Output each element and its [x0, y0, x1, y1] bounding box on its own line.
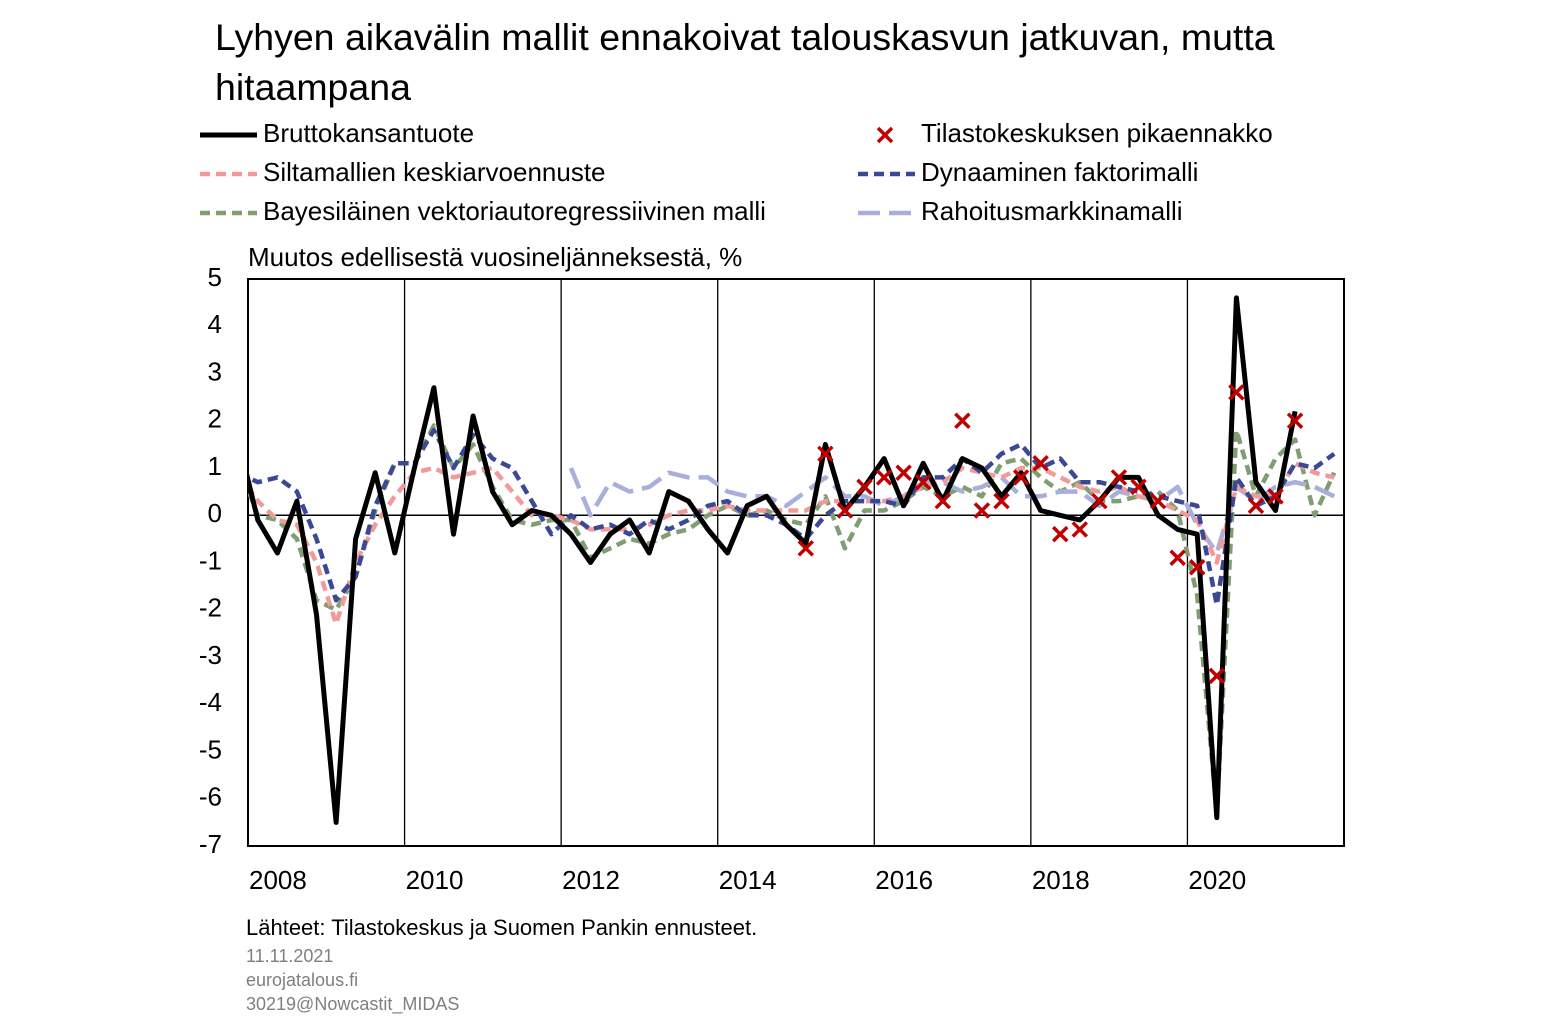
flash-marker	[1286, 412, 1304, 429]
flash-marker	[1130, 478, 1147, 496]
flash-marker	[1091, 492, 1108, 510]
y-axis-label: Muutos edellisestä vuosineljänneksestä, …	[248, 242, 742, 272]
flash-marker	[1169, 549, 1186, 567]
flash-marker	[797, 540, 815, 557]
flash-marker	[856, 478, 873, 496]
y-tick-label: -7	[199, 829, 222, 859]
y-tick-label: -3	[199, 640, 222, 670]
flash-marker	[1110, 469, 1128, 486]
y-tick-label: 1	[208, 451, 222, 481]
flash-marker	[954, 412, 971, 429]
flash-marker	[1247, 497, 1265, 515]
flash-marker	[1228, 384, 1245, 401]
flash-marker	[914, 473, 932, 491]
x-tick-label: 2008	[249, 865, 307, 895]
y-tick-label: -6	[199, 782, 222, 812]
legend-label: Dynaaminen faktorimalli	[921, 157, 1198, 187]
flash-marker	[1051, 525, 1069, 543]
plot-area	[248, 295, 1337, 825]
date-note: 11.11.2021	[246, 946, 333, 966]
x-tick-label: 2012	[562, 865, 620, 895]
series-line	[248, 295, 1298, 825]
flash-marker	[875, 469, 893, 486]
flash-marker	[1012, 469, 1030, 486]
y-tick-label: -2	[199, 593, 222, 623]
y-tick-label: 2	[208, 404, 222, 434]
legend-label: Bruttokansantuote	[263, 118, 474, 148]
flash-marker	[817, 445, 834, 463]
legend-marker	[876, 126, 894, 144]
flash-marker	[1032, 455, 1049, 472]
y-tick-label: 4	[208, 309, 222, 339]
flash-marker	[1071, 521, 1089, 538]
flash-marker	[973, 502, 991, 519]
legend-label: Siltamallien keskiarvoennuste	[263, 157, 606, 187]
legend-label: Bayesiläinen vektoriautoregressiivinen m…	[263, 196, 766, 226]
x-tick-label: 2020	[1188, 865, 1246, 895]
legend-label: Rahoitusmarkkinamalli	[921, 196, 1183, 226]
series-line	[248, 461, 1335, 627]
y-tick-label: -5	[199, 734, 222, 764]
flash-marker	[1267, 488, 1284, 505]
y-tick-label: -1	[199, 545, 222, 575]
y-tick-label: 0	[208, 498, 222, 528]
site-note: eurojatalous.fi	[246, 970, 358, 990]
code-note: 30219@Nowcastit_MIDAS	[246, 994, 459, 1015]
source-note: Lähteet: Tilastokeskus ja Suomen Pankin …	[246, 915, 757, 940]
legend-label: Tilastokeskuksen pikaennakko	[921, 118, 1273, 148]
x-tick-label: 2014	[719, 865, 777, 895]
x-tick-label: 2018	[1032, 865, 1090, 895]
flash-marker	[993, 492, 1010, 510]
flash-marker	[1208, 667, 1226, 685]
flash-marker	[836, 502, 854, 519]
y-tick-label: 3	[208, 356, 222, 386]
flash-marker	[934, 492, 952, 510]
y-tick-label: -4	[199, 687, 222, 717]
flash-marker	[1149, 492, 1167, 510]
plot-frame	[247, 278, 1345, 847]
flash-marker	[1188, 558, 1206, 576]
chart-title: Lyhyen aikavälin mallit ennakoivat talou…	[215, 16, 1275, 108]
x-tick-label: 2016	[875, 865, 933, 895]
flash-marker	[895, 464, 912, 481]
x-tick-label: 2010	[406, 865, 464, 895]
y-tick-label: 5	[208, 262, 222, 292]
